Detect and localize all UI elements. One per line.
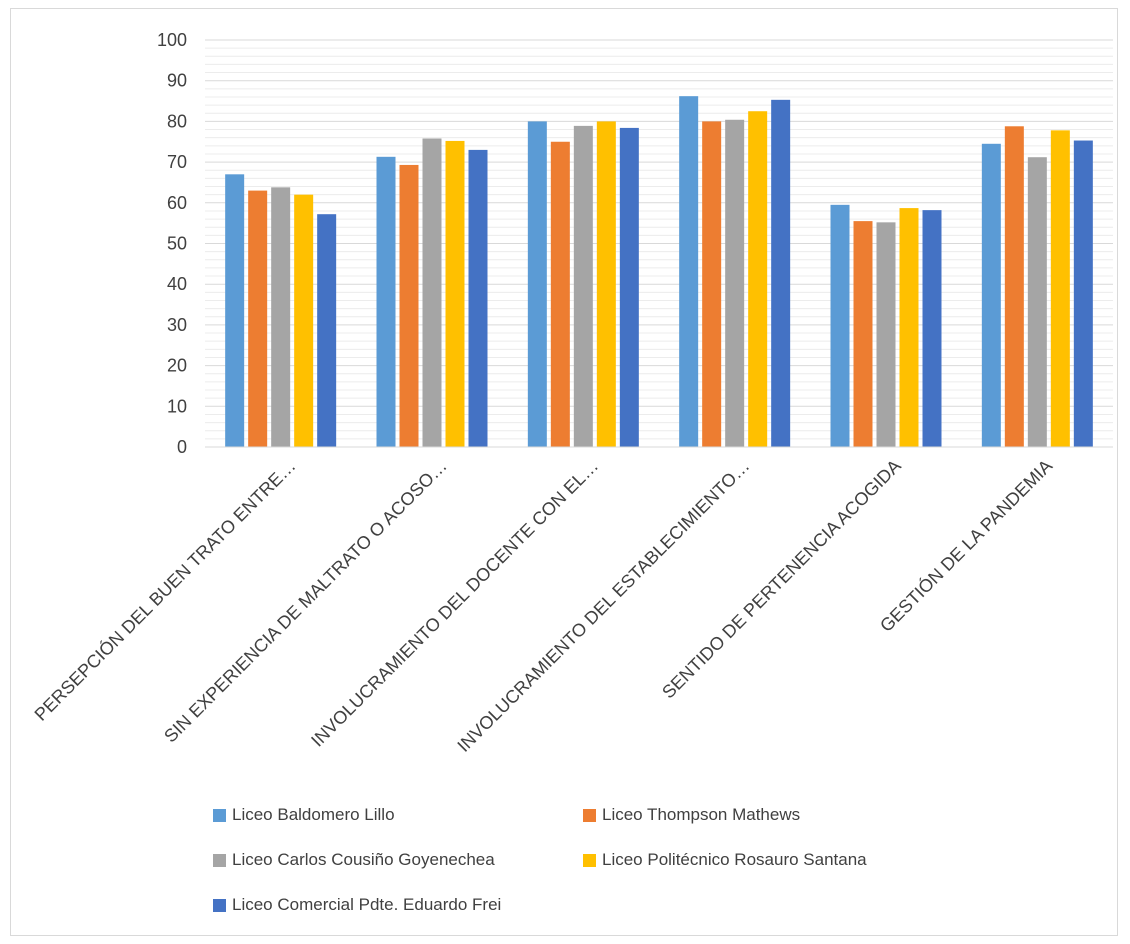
legend-swatch [213,898,226,912]
y-tick-label: 20 [167,356,187,376]
legend-swatch [213,853,226,867]
legend-item: Liceo Baldomero Lillo [213,805,395,825]
y-axis-tick-labels: 0 10 20 30 40 50 60 70 80 90 100 [157,30,187,457]
y-tick-label: 30 [167,315,187,335]
gridlines [205,39,1113,448]
bar [922,210,942,447]
legend-item: Liceo Carlos Cousiño Goyenechea [213,850,495,870]
legend-label: Liceo Comercial Pdte. Eduardo Frei [232,895,502,914]
legend-item: Liceo Thompson Mathews [583,805,800,825]
bar [1050,130,1070,447]
x-category-label: PERSEPCIÓN DEL BUEN TRATO ENTRE… [30,455,300,725]
bar [876,222,896,447]
bars [225,96,1093,448]
bar [748,111,768,447]
y-tick-label: 50 [167,234,187,254]
legend-label: Liceo Thompson Mathews [602,805,801,824]
bar [725,119,745,447]
y-tick-label: 60 [167,193,187,213]
bar [981,143,1001,447]
legend-swatch [583,853,596,867]
y-tick-label: 100 [157,30,187,50]
legend-item: Liceo Politécnico Rosauro Santana [583,850,867,870]
legend-label: Liceo Carlos Cousiño Goyenechea [232,850,495,869]
bar [445,140,465,447]
bar [422,138,442,447]
bar [271,187,291,448]
bar [527,121,547,448]
legend-label: Liceo Baldomero Lillo [232,805,395,824]
bar [317,214,337,447]
bar [468,149,488,447]
y-tick-label: 0 [177,437,187,457]
bar [1004,126,1024,447]
legend-label: Liceo Politécnico Rosauro Santana [602,850,867,869]
x-category-label: INVOLUCRAMIENTO DEL ESTABLECIMIENTO… [453,456,753,756]
x-category-label: INVOLUCRAMIENTO DEL DOCENTE CON EL… [307,456,602,751]
y-tick-label: 40 [167,274,187,294]
y-tick-label: 90 [167,71,187,91]
legend-swatch [583,808,596,822]
bar [1073,140,1093,448]
bar [1027,157,1047,447]
bar [771,99,791,447]
bar [619,127,639,448]
bar [225,174,245,447]
bar [248,190,268,447]
bar [376,156,396,447]
bar [573,125,593,447]
y-tick-label: 70 [167,152,187,172]
bar [294,194,314,447]
bar [596,121,616,448]
bar [550,141,570,447]
x-axis-category-labels: PERSEPCIÓN DEL BUEN TRATO ENTRE…SIN EXPE… [30,455,1056,756]
bar [830,204,850,447]
bar [702,121,722,448]
x-category-label: SENTIDO DE PERTENENCIA ACOGIDA [658,456,905,703]
bar [853,221,873,447]
bar [399,164,419,447]
y-tick-label: 10 [167,396,187,416]
bar [679,96,699,447]
x-category-label: GESTIÓN DE LA PANDEMIA [875,455,1056,636]
legend-item: Liceo Comercial Pdte. Eduardo Frei [213,895,501,915]
y-tick-label: 80 [167,111,187,131]
x-category-label: SIN EXPERIENCIA DE MALTRATO O ACOSO… [160,456,451,747]
bar [899,208,919,447]
legend-swatch [213,808,226,822]
